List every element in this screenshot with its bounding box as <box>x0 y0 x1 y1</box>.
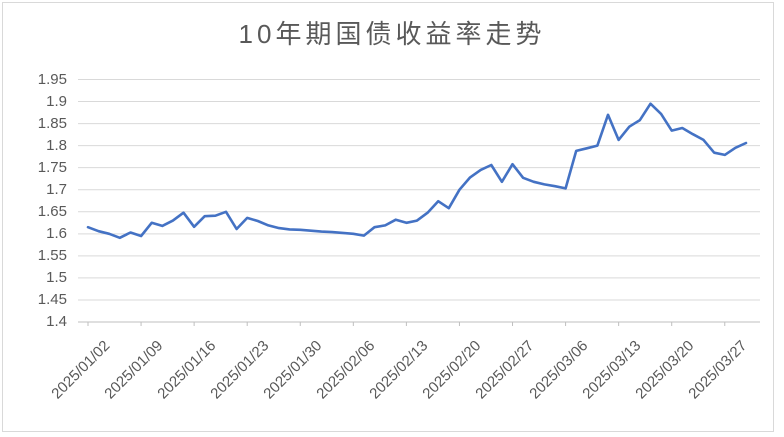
y-axis-label: 1.55 <box>37 246 67 264</box>
y-axis-label: 1.85 <box>37 114 67 132</box>
y-axis-label: 1.75 <box>37 158 67 176</box>
y-axis-label: 1.8 <box>46 136 67 154</box>
y-axis-label: 1.7 <box>46 180 67 198</box>
y-axis-label: 1.95 <box>37 70 67 88</box>
chart-container <box>2 2 774 432</box>
y-axis-label: 1.45 <box>37 290 67 308</box>
y-axis-label: 1.4 <box>46 313 67 330</box>
y-axis-label: 1.65 <box>37 202 67 220</box>
yield-line <box>86 102 748 240</box>
chart-title: 10年期国债收益率走势 <box>238 19 546 49</box>
y-axis-label: 1.6 <box>46 224 67 242</box>
y-axis-label: 1.5 <box>46 268 67 286</box>
y-axis-label: 1.9 <box>46 92 67 110</box>
